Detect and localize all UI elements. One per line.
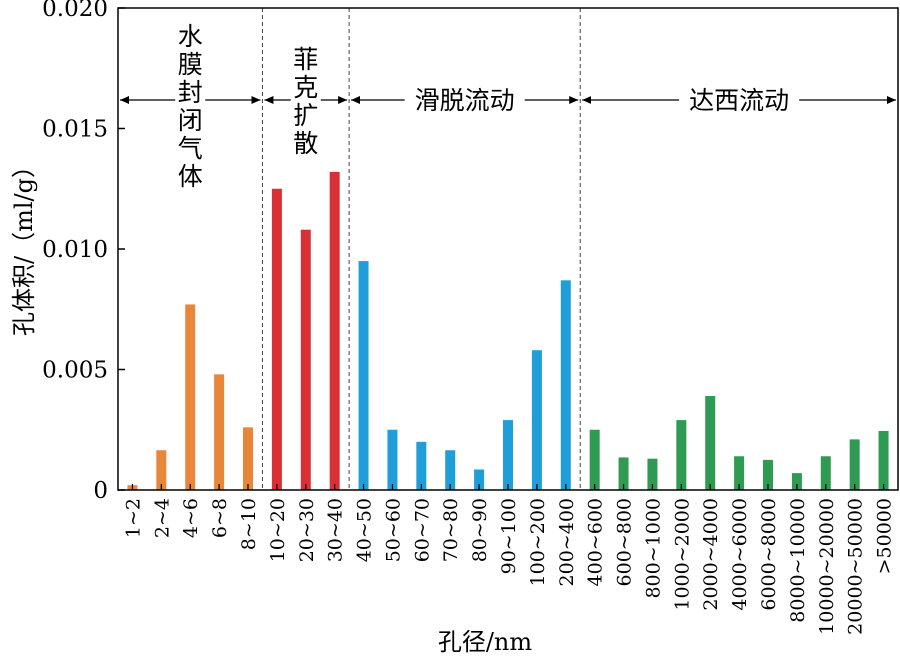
x-tick-label-1: 2~4	[151, 498, 173, 538]
bar-12	[474, 469, 485, 490]
x-tick-label-25: 20000~50000	[845, 498, 867, 635]
bar-4	[243, 427, 253, 490]
x-tick-label-11: 70~80	[440, 498, 462, 562]
x-tick-label-22: 6000~8000	[758, 498, 780, 611]
region-label-backdrop-1	[291, 44, 320, 164]
plot-frame	[117, 7, 899, 491]
region-annotations: 水膜封闭气体 菲克扩散 滑脱流动 达西流动	[120, 8, 896, 490]
x-tick-label-14: 100~200	[527, 498, 549, 586]
bar-2	[185, 304, 196, 490]
x-tick-label-7: 30~40	[325, 498, 347, 562]
x-tick-label-4: 8~10	[238, 498, 260, 550]
bar-10	[416, 441, 427, 490]
y-tick-label-3: 0.015	[42, 117, 108, 143]
bar-13	[503, 420, 513, 490]
bar-11	[445, 450, 456, 490]
x-tick-label-21: 4000~6000	[729, 498, 751, 611]
bar-6	[300, 229, 311, 490]
bar-7	[329, 171, 340, 490]
bar-5	[271, 188, 282, 490]
x-tick-label-5: 10~20	[267, 498, 289, 562]
x-tick-label-26: >50000	[874, 498, 896, 574]
x-tick-label-15: 200~400	[556, 498, 578, 586]
x-tick-label-3: 6~8	[209, 498, 231, 538]
region-label-2: 滑脱流动	[415, 86, 515, 115]
bar-15	[560, 280, 571, 490]
bar-17	[618, 457, 629, 490]
bar-14	[531, 350, 542, 490]
bar-9	[387, 429, 398, 490]
x-tick-label-17: 600~800	[614, 498, 636, 586]
bar-3	[214, 374, 225, 490]
x-tick-label-0: 1~2	[122, 498, 144, 538]
x-tick-label-6: 20~30	[296, 498, 318, 562]
region-label-backdrop-0	[176, 21, 205, 197]
x-tick-label-13: 90~100	[498, 498, 520, 574]
bar-25	[849, 439, 860, 490]
bar-24	[820, 456, 831, 490]
bar-16	[589, 429, 600, 490]
bar-26	[878, 430, 889, 490]
bar-20	[705, 396, 716, 490]
region-label-3: 达西流动	[689, 86, 789, 115]
bar-1	[156, 450, 167, 490]
x-tick-label-8: 40~50	[354, 498, 376, 562]
bar-19	[676, 420, 687, 490]
x-tick-label-23: 8000~10000	[787, 498, 809, 623]
x-tick-label-19: 1000~2000	[671, 498, 693, 611]
x-tick-label-16: 400~600	[585, 498, 607, 586]
region-label-0: 水膜封闭气体	[178, 22, 203, 191]
bar-8	[358, 261, 369, 490]
bar-21	[734, 456, 745, 490]
bar-22	[763, 459, 773, 491]
y-axis-title: 孔体积/（ml/g）	[10, 154, 38, 336]
x-tick-label-12: 80~90	[469, 498, 491, 562]
bars	[127, 171, 889, 491]
x-tick-label-2: 4~6	[180, 498, 202, 538]
y-tick-label-1: 0.005	[42, 358, 108, 384]
x-tick-label-18: 800~1000	[642, 498, 664, 599]
y-tick-label-0: 0	[93, 478, 108, 504]
axes: 0 0.005 0.010 0.015 0.020 1~2 2~4 4~6 6~8 8~10 10~…	[42, 0, 899, 635]
x-axis-title: 孔径/nm	[438, 628, 533, 656]
bar-23	[791, 473, 802, 490]
region-label-1: 菲克扩散	[293, 45, 318, 158]
bar-18	[647, 458, 658, 490]
x-tick-label-20: 2000~4000	[700, 498, 722, 611]
x-tick-label-9: 50~60	[382, 498, 404, 562]
y-tick-label-4: 0.020	[42, 0, 108, 22]
y-tick-label-2: 0.010	[42, 237, 108, 263]
x-tick-label-10: 60~70	[411, 498, 433, 562]
x-tick-label-24: 10000~20000	[816, 498, 838, 635]
